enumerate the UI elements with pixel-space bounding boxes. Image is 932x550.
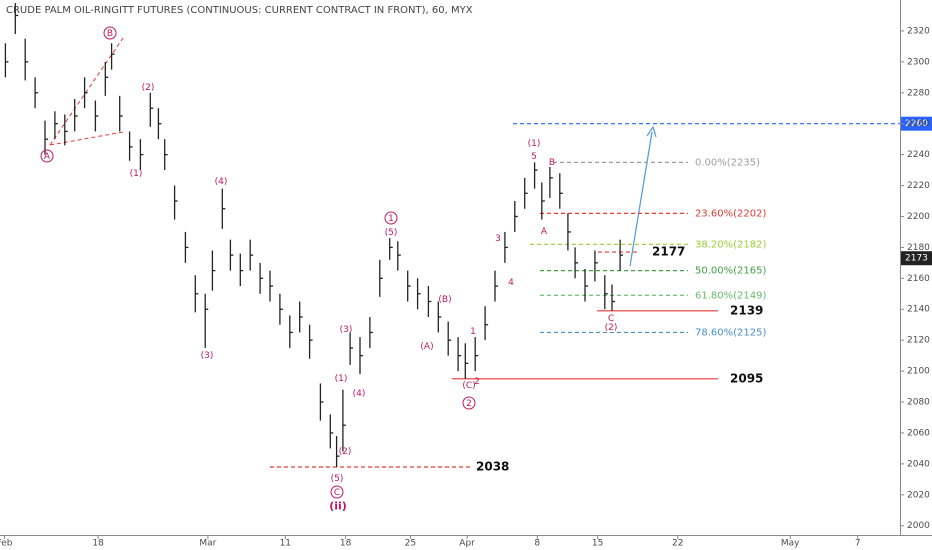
y-tick-label: 2200: [907, 212, 930, 222]
y-tick-label: 2240: [907, 150, 930, 160]
wave-circle: [103, 26, 117, 40]
y-tick-label: 2300: [907, 57, 930, 67]
wave-label: (1): [130, 169, 143, 179]
level-label: 23.60%(2202): [695, 208, 766, 219]
wave-label: A: [541, 227, 548, 237]
y-tick-label: 2220: [907, 181, 930, 191]
wave-label: (3): [201, 351, 214, 361]
wave-label: 1: [470, 327, 476, 337]
x-tick-label: 11: [280, 539, 291, 549]
y-tick-label: 2160: [907, 274, 930, 284]
x-tick-label: 15: [592, 539, 603, 549]
y-tick-label: 2060: [907, 428, 930, 438]
x-tick-label: 8: [534, 539, 540, 549]
y-tick-label: 2260: [907, 119, 930, 129]
wave-label: C: [608, 314, 614, 324]
arrow-head: [646, 125, 657, 138]
level-label: 2095: [730, 371, 763, 385]
y-tick-label: 2020: [907, 490, 930, 500]
last-price-label: 2173: [905, 254, 928, 264]
wave-label: 5: [531, 152, 537, 162]
wave-circle: [384, 211, 398, 225]
level-tag: [901, 116, 932, 131]
wave-circle: [40, 149, 54, 163]
x-tick-label: 18: [92, 539, 104, 549]
y-tick-label: 2100: [907, 367, 930, 377]
x-tick-label: 25: [405, 539, 416, 549]
wave-label: 4: [508, 278, 514, 288]
y-tick-label: 2180: [907, 243, 930, 253]
wave-label: 2: [474, 377, 480, 387]
wave-label: C: [334, 488, 340, 498]
wave-label: (1): [335, 374, 348, 384]
level-label: 0.00%(2235): [695, 157, 760, 168]
level-label: 2139: [730, 303, 763, 317]
y-tick-label: 2040: [907, 459, 930, 469]
y-tick-label: 2280: [907, 88, 930, 98]
y-tick-label: 2140: [907, 305, 930, 315]
wave-label: (4): [215, 177, 228, 187]
y-tick-label: 2320: [907, 26, 930, 36]
x-tick-label: Mar: [199, 539, 216, 549]
x-tick-label: Apr: [459, 539, 475, 549]
wave-label: (5): [385, 228, 398, 238]
y-tick-label: 2000: [907, 521, 930, 531]
wave-label: (2): [605, 323, 618, 333]
wave-circle: [462, 396, 476, 410]
wave-label: B: [549, 158, 555, 168]
level-label: 2177: [652, 245, 685, 259]
level-label: 2260: [905, 119, 928, 129]
level-label: 38.20%(2182): [695, 239, 766, 250]
trend-line: [49, 131, 124, 146]
wave-label: (3): [340, 325, 353, 335]
wave-label: (5): [331, 474, 344, 484]
wave-label: (A): [420, 342, 433, 352]
wave-label: (C): [462, 381, 475, 391]
wave-label: A: [44, 152, 51, 162]
x-tick-label: 7: [855, 539, 861, 549]
x-tick-label: Feb: [0, 539, 13, 549]
wave-label: (2): [142, 83, 155, 93]
x-tick-label: May: [781, 539, 800, 549]
y-tick-label: 2080: [907, 398, 930, 408]
chart-title: CRUDE PALM OIL-RINGITT FUTURES (CONTINUO…: [6, 5, 473, 16]
wave-label: (B): [438, 295, 451, 305]
level-label: 2038: [476, 459, 509, 473]
level-label: 61.80%(2149): [695, 290, 766, 301]
wave-circle: [330, 485, 344, 499]
wave-label: 3: [495, 234, 501, 244]
y-tick-label: 2120: [907, 336, 930, 346]
trend-line: [49, 37, 124, 146]
x-tick-label: 18: [340, 539, 352, 549]
wave-label: 2: [466, 399, 472, 409]
last-price-tag: [901, 251, 932, 266]
wave-label: (4): [353, 389, 366, 399]
wave-label: (2): [339, 447, 352, 457]
level-label: 50.00%(2165): [695, 266, 766, 277]
wave-label: (1): [528, 139, 541, 149]
x-tick-label: 22: [672, 539, 683, 549]
projection-arrow: [629, 131, 653, 267]
wave-label: (ii): [329, 500, 347, 513]
level-label: 78.60%(2125): [695, 327, 766, 338]
wave-label: B: [107, 29, 113, 39]
wave-label: 1: [388, 214, 394, 224]
